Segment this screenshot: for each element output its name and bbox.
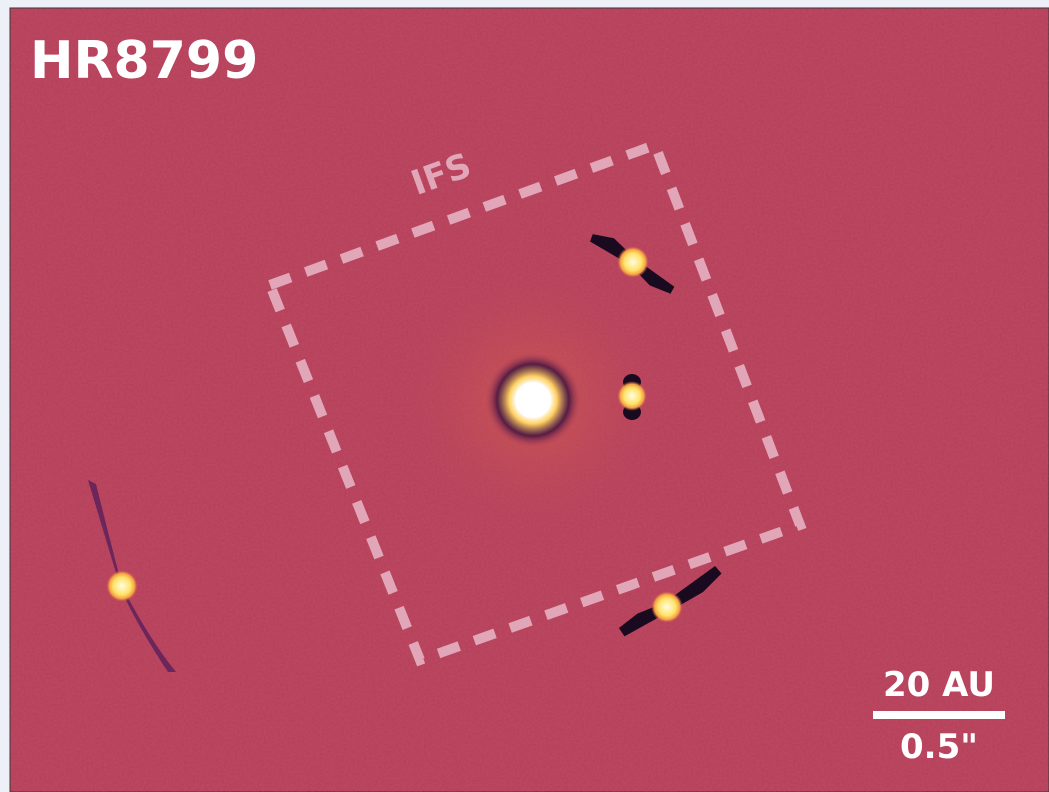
page: IFS HR8799 20 AU 0.5" (() => { const dat… xyxy=(0,0,1049,792)
star-core xyxy=(515,382,551,418)
scale-bottom-label: 0.5" xyxy=(900,727,978,767)
scale-top-label: 20 AU xyxy=(883,665,995,705)
image: IFS HR8799 20 AU 0.5" xyxy=(0,0,1049,792)
scale-bar xyxy=(873,711,1005,719)
title: HR8799 xyxy=(30,31,258,91)
